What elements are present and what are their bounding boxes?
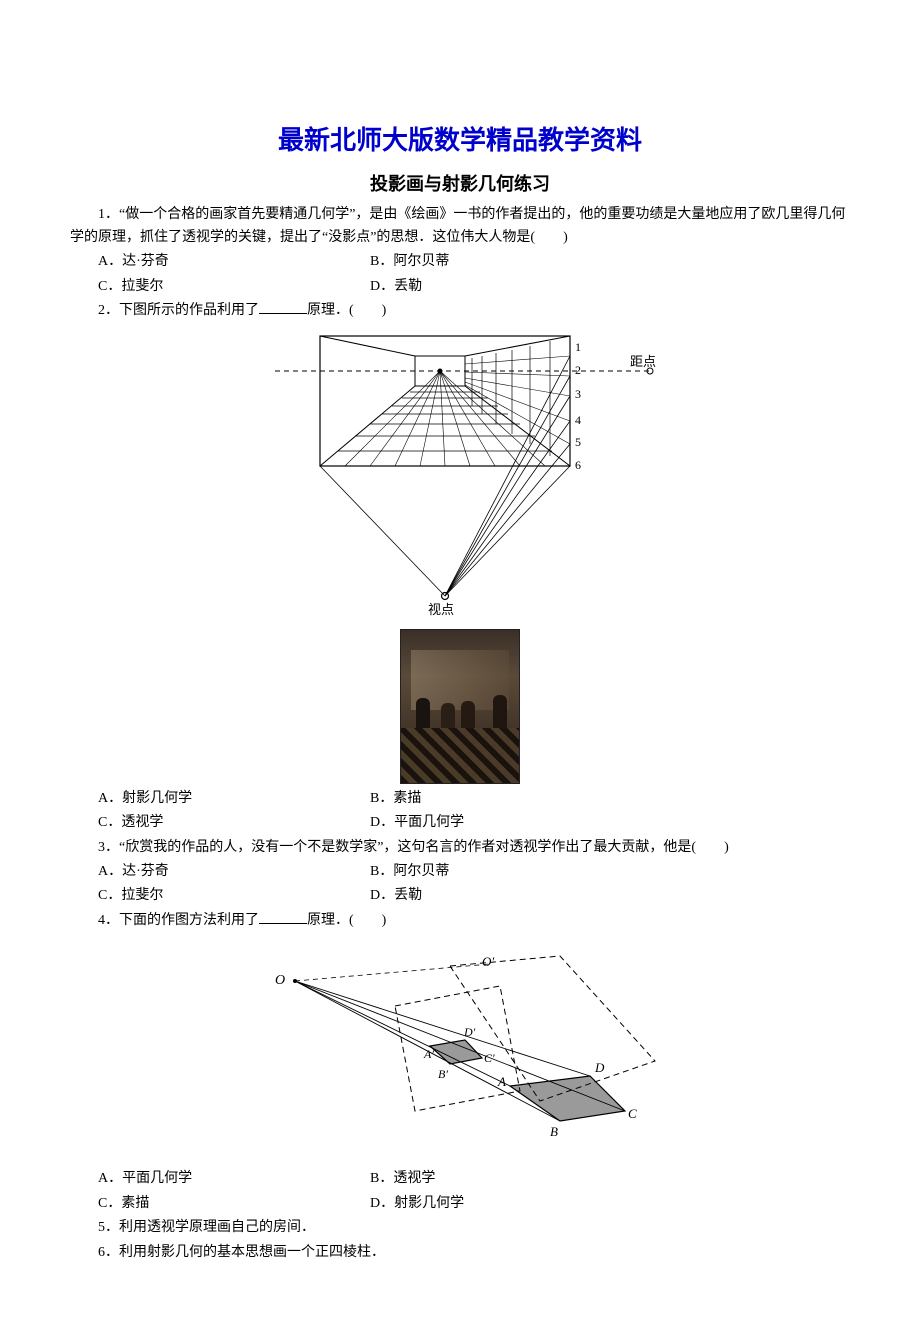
q3-opt-b: B．阿尔贝蒂 xyxy=(370,861,449,883)
q2-post: 原理．( ) xyxy=(307,303,386,318)
svg-text:5: 5 xyxy=(575,435,581,449)
q4-options-2: C．素描 D．射影几何学 xyxy=(70,1193,850,1215)
svg-text:视点: 视点 xyxy=(428,602,454,616)
svg-text:距点: 距点 xyxy=(630,354,656,369)
svg-text:O′: O′ xyxy=(482,954,494,969)
q1-text: 1．“做一个合格的画家首先要精通几何学”，是由《绘画》一书的作者提出的，他的重要… xyxy=(70,204,850,249)
q4-post: 原理．( ) xyxy=(307,913,386,928)
q3-opt-a: A．达·芬奇 xyxy=(70,861,370,883)
q1-options-2: C．拉斐尔 D．丢勒 xyxy=(70,276,850,298)
q2-opt-b: B．素描 xyxy=(370,788,421,810)
q3-text: 3．“欣赏我的作品的人，没有一个不是数学家”，这句名言的作者对透视学作出了最大贡… xyxy=(70,837,850,859)
blank xyxy=(259,910,307,924)
main-title: 最新北师大版数学精品教学资料 xyxy=(70,120,850,162)
q2-opt-a: A．射影几何学 xyxy=(70,788,370,810)
q1-options-1: A．达·芬奇 B．阿尔贝蒂 xyxy=(70,251,850,273)
svg-text:4: 4 xyxy=(575,413,581,427)
q4-opt-b: B．透视学 xyxy=(370,1168,435,1190)
q2-figure-painting xyxy=(70,629,850,784)
svg-text:6: 6 xyxy=(575,458,581,472)
svg-text:3: 3 xyxy=(575,387,581,401)
q3-options-1: A．达·芬奇 B．阿尔贝蒂 xyxy=(70,861,850,883)
svg-text:B′: B′ xyxy=(438,1067,448,1081)
q4-opt-a: A．平面几何学 xyxy=(70,1168,370,1190)
q3-opt-d: D．丢勒 xyxy=(370,885,422,907)
q2-pre: 2．下图所示的作品利用了 xyxy=(98,303,259,318)
q6-text: 6．利用射影几何的基本思想画一个正四棱柱． xyxy=(70,1242,850,1264)
painting-thumb xyxy=(400,629,520,784)
q2-options-1: A．射影几何学 B．素描 xyxy=(70,788,850,810)
svg-text:C: C xyxy=(628,1106,637,1121)
q4-options-1: A．平面几何学 B．透视学 xyxy=(70,1168,850,1190)
q1-opt-a: A．达·芬奇 xyxy=(70,251,370,273)
q2-opt-d: D．平面几何学 xyxy=(370,812,464,834)
svg-text:B: B xyxy=(550,1124,558,1139)
q2-options-2: C．透视学 D．平面几何学 xyxy=(70,812,850,834)
svg-text:1: 1 xyxy=(575,340,581,354)
q3-options-2: C．拉斐尔 D．丢勒 xyxy=(70,885,850,907)
q2-figure-perspective: 1 2 3 4 5 6 距点 视点 xyxy=(70,326,850,624)
q3-opt-c: C．拉斐尔 xyxy=(70,885,370,907)
q1-opt-c: C．拉斐尔 xyxy=(70,276,370,298)
blank xyxy=(259,300,307,314)
q5-text: 5．利用透视学原理画自己的房间． xyxy=(70,1217,850,1239)
q4-opt-d: D．射影几何学 xyxy=(370,1193,464,1215)
sub-title: 投影画与射影几何练习 xyxy=(70,170,850,199)
q2-text: 2．下图所示的作品利用了 原理．( ) xyxy=(70,300,850,322)
svg-text:2: 2 xyxy=(575,363,581,377)
svg-text:O: O xyxy=(275,973,285,988)
svg-text:D: D xyxy=(594,1060,605,1075)
q1-opt-b: B．阿尔贝蒂 xyxy=(370,251,449,273)
q2-opt-c: C．透视学 xyxy=(70,812,370,834)
q4-text: 4．下面的作图方法利用了 原理．( ) xyxy=(70,910,850,932)
q4-pre: 4．下面的作图方法利用了 xyxy=(98,913,259,928)
q1-opt-d: D．丢勒 xyxy=(370,276,422,298)
q4-figure-projection: O A B C D A′ B′ C′ D′ O′ xyxy=(70,936,850,1164)
q4-opt-c: C．素描 xyxy=(70,1193,370,1215)
